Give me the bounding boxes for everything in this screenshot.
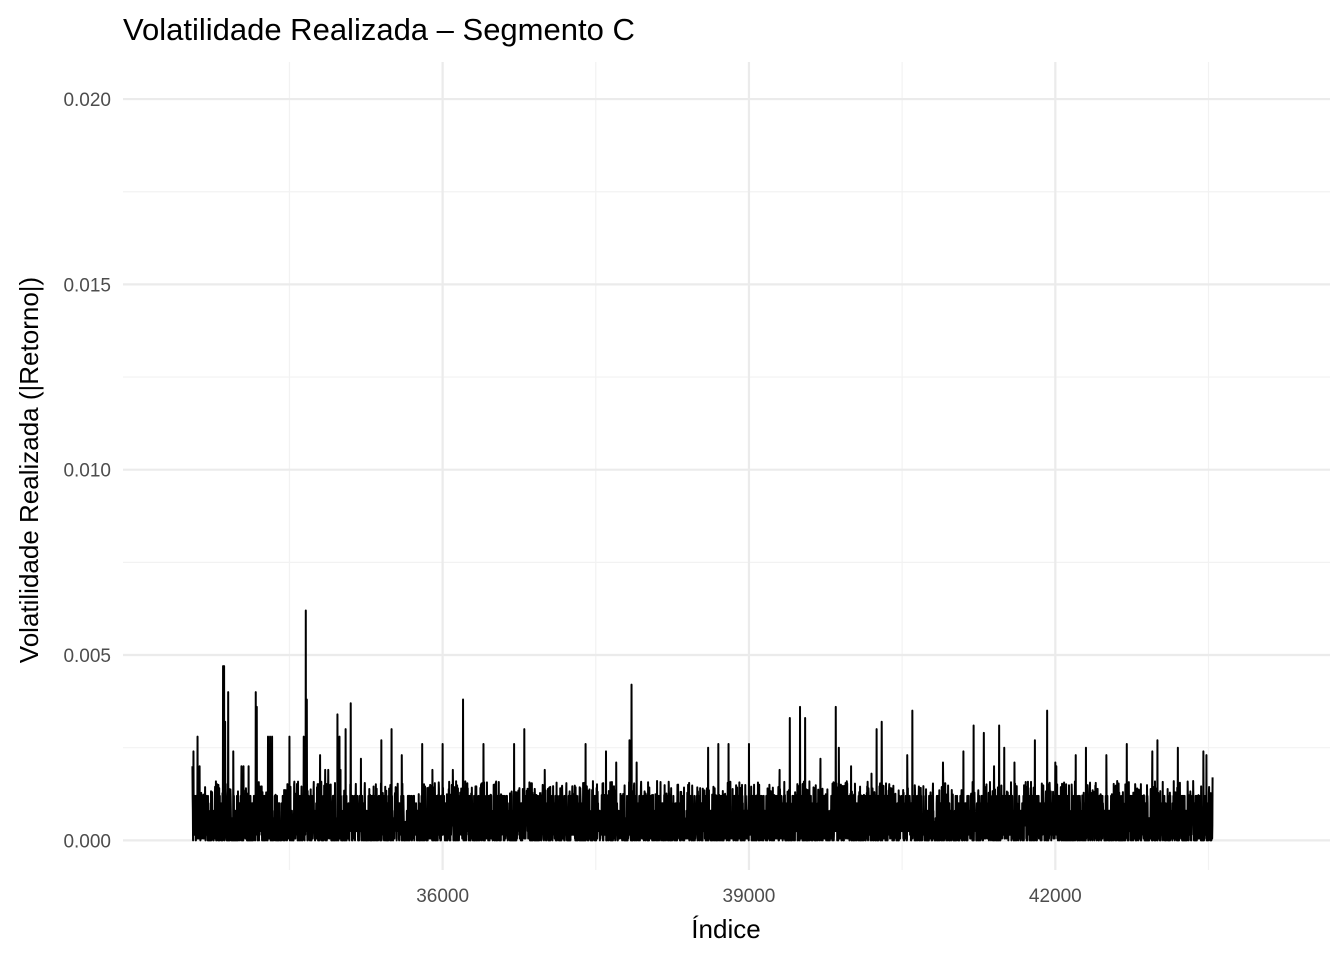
x-axis-ticks: 36000 39000 42000 bbox=[416, 886, 1082, 907]
x-tick-label: 42000 bbox=[1029, 886, 1082, 907]
series-layer bbox=[191, 609, 1214, 842]
x-axis-title: Índice bbox=[691, 914, 760, 944]
y-tick-label: 0.005 bbox=[63, 646, 111, 667]
x-tick-label: 36000 bbox=[416, 886, 469, 907]
y-axis-ticks: 0.000 0.005 0.010 0.015 0.020 bbox=[63, 90, 111, 852]
x-tick-label: 39000 bbox=[723, 886, 776, 907]
y-tick-label: 0.010 bbox=[63, 461, 111, 482]
y-axis-title: Volatilidade Realizada (|Retorno|) bbox=[14, 277, 44, 663]
y-tick-label: 0.000 bbox=[63, 831, 111, 852]
volatility-series-line bbox=[191, 609, 1214, 842]
y-tick-label: 0.015 bbox=[63, 275, 111, 296]
y-tick-label: 0.020 bbox=[63, 90, 111, 111]
chart-title: Volatilidade Realizada – Segmento C bbox=[123, 12, 635, 47]
